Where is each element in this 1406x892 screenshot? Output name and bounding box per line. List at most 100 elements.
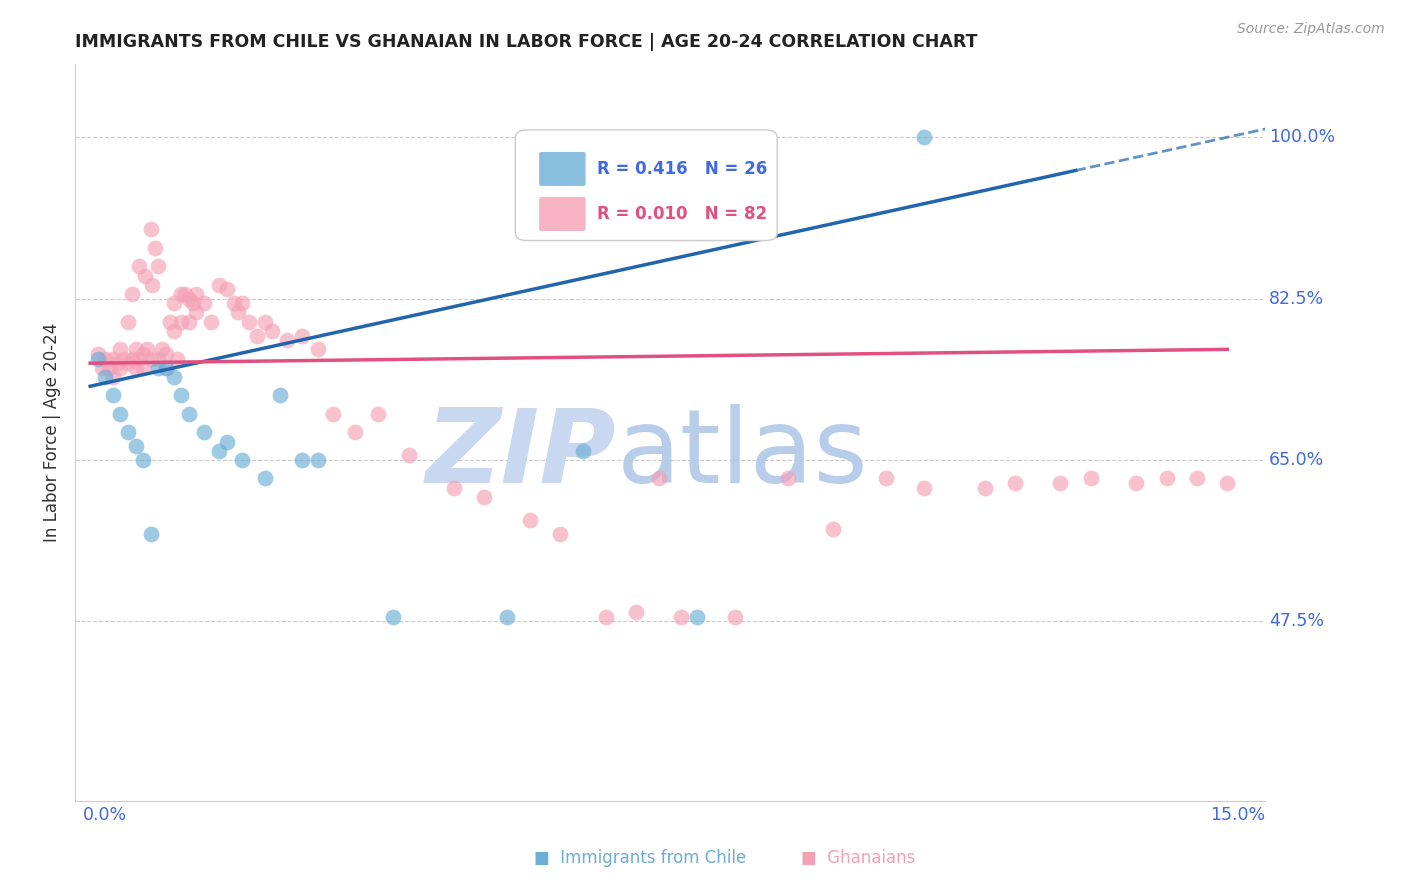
Point: [776, 471, 799, 485]
Point: [823, 522, 845, 536]
Point: [174, 287, 197, 301]
Text: 47.5%: 47.5%: [1270, 613, 1324, 631]
Point: [648, 471, 671, 485]
Point: [148, 360, 170, 375]
Point: [170, 388, 193, 402]
Point: [132, 360, 155, 375]
Point: [121, 287, 143, 301]
Text: 65.0%: 65.0%: [1270, 451, 1324, 469]
Point: [117, 356, 139, 370]
Point: [101, 370, 124, 384]
Point: [398, 449, 420, 463]
Text: 82.5%: 82.5%: [1270, 290, 1324, 308]
Text: ZIP: ZIP: [426, 404, 616, 505]
Point: [224, 296, 246, 310]
Point: [110, 360, 132, 375]
Point: [117, 425, 139, 440]
Point: [105, 356, 128, 370]
Point: [155, 360, 177, 375]
Point: [624, 605, 647, 619]
Point: [1185, 471, 1208, 485]
Text: IMMIGRANTS FROM CHILE VS GHANAIAN IN LABOR FORCE | AGE 20-24 CORRELATION CHART: IMMIGRANTS FROM CHILE VS GHANAIAN IN LAB…: [75, 33, 977, 51]
Point: [344, 425, 367, 440]
Point: [208, 443, 231, 458]
Point: [94, 351, 117, 366]
Point: [87, 351, 110, 366]
Point: [671, 609, 693, 624]
Point: [87, 347, 110, 361]
Point: [132, 347, 155, 361]
Point: [595, 609, 617, 624]
Point: [685, 609, 707, 624]
Point: [548, 526, 571, 541]
FancyBboxPatch shape: [538, 197, 585, 231]
Point: [139, 351, 162, 366]
Point: [231, 296, 253, 310]
Point: [723, 609, 745, 624]
Point: [134, 268, 156, 283]
Point: [159, 315, 181, 329]
Point: [307, 343, 329, 357]
Point: [322, 407, 344, 421]
Point: [181, 296, 204, 310]
Point: [253, 315, 276, 329]
Point: [193, 425, 215, 440]
Point: [101, 388, 124, 402]
Point: [121, 351, 143, 366]
Point: [382, 609, 405, 624]
Text: ■  Immigrants from Chile: ■ Immigrants from Chile: [534, 849, 747, 867]
Point: [177, 407, 200, 421]
Point: [155, 347, 177, 361]
Text: ■  Ghanaians: ■ Ghanaians: [801, 849, 915, 867]
Point: [117, 315, 139, 329]
Text: 100.0%: 100.0%: [1270, 128, 1336, 146]
Point: [132, 453, 155, 467]
Point: [253, 471, 276, 485]
FancyBboxPatch shape: [516, 130, 778, 241]
Point: [148, 260, 170, 274]
Text: R = 0.010   N = 82: R = 0.010 N = 82: [598, 205, 768, 223]
Point: [291, 453, 314, 467]
Point: [193, 296, 215, 310]
Text: 0.0%: 0.0%: [83, 805, 127, 824]
Point: [94, 370, 117, 384]
Point: [1125, 476, 1147, 491]
Point: [162, 324, 184, 338]
Point: [367, 407, 389, 421]
Point: [496, 609, 519, 624]
Point: [124, 439, 146, 453]
Point: [110, 343, 132, 357]
Point: [472, 490, 495, 504]
Point: [1049, 476, 1071, 491]
Point: [519, 513, 541, 527]
Point: [262, 324, 284, 338]
Point: [215, 282, 238, 296]
Point: [246, 328, 269, 343]
Point: [139, 526, 162, 541]
Point: [1216, 476, 1239, 491]
Point: [162, 296, 184, 310]
Point: [186, 287, 208, 301]
Point: [139, 222, 162, 236]
Point: [572, 443, 595, 458]
Point: [226, 305, 249, 319]
Point: [90, 360, 112, 375]
Point: [269, 388, 291, 402]
Point: [141, 277, 163, 292]
Text: R = 0.416   N = 26: R = 0.416 N = 26: [598, 160, 768, 178]
Point: [170, 315, 193, 329]
Point: [177, 315, 200, 329]
Point: [875, 471, 897, 485]
Point: [150, 343, 173, 357]
Point: [186, 305, 208, 319]
Text: 15.0%: 15.0%: [1211, 805, 1265, 824]
Point: [231, 453, 253, 467]
Point: [912, 130, 935, 145]
Point: [443, 481, 465, 495]
Point: [128, 351, 150, 366]
Point: [276, 333, 298, 347]
FancyBboxPatch shape: [538, 152, 585, 186]
Point: [128, 260, 150, 274]
Point: [170, 287, 193, 301]
Point: [166, 351, 188, 366]
